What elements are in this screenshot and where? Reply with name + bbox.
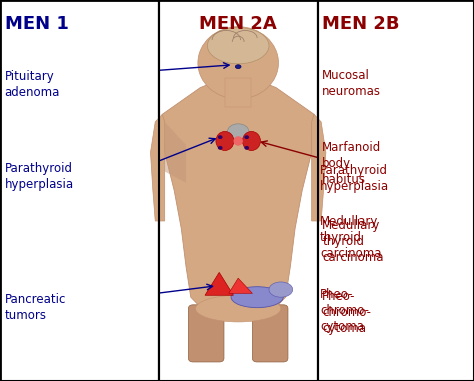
Text: Pheo-
chromo-
cytoma: Pheo- chromo- cytoma [322, 290, 371, 335]
Ellipse shape [231, 287, 283, 308]
Text: Pituitary
adenoma: Pituitary adenoma [5, 70, 60, 99]
Polygon shape [162, 78, 314, 314]
Polygon shape [229, 278, 252, 293]
Text: Mucosal
neuromas: Mucosal neuromas [322, 69, 381, 98]
Ellipse shape [228, 124, 249, 139]
Ellipse shape [233, 136, 243, 146]
Ellipse shape [208, 27, 269, 64]
Text: MEN 2A: MEN 2A [199, 15, 277, 33]
Bar [0, 0, 159, 381]
FancyBboxPatch shape [189, 305, 224, 362]
FancyBboxPatch shape [252, 305, 288, 362]
Text: Marfanoid
body
habitus: Marfanoid body habitus [322, 141, 382, 186]
Bar [159, 0, 318, 381]
Polygon shape [165, 122, 186, 183]
Ellipse shape [245, 146, 249, 150]
Ellipse shape [198, 27, 279, 99]
Ellipse shape [245, 135, 249, 139]
Text: Medullary
thyroid
carcinoma: Medullary thyroid carcinoma [322, 219, 384, 264]
Text: MEN 2B: MEN 2B [322, 15, 400, 33]
Ellipse shape [236, 65, 241, 69]
FancyBboxPatch shape [225, 78, 252, 107]
Ellipse shape [218, 146, 223, 150]
Polygon shape [151, 114, 165, 221]
Ellipse shape [269, 282, 293, 297]
Text: Pheo-
chromo-
cytoma: Pheo- chromo- cytoma [320, 288, 369, 333]
Text: Pancreatic
tumors: Pancreatic tumors [5, 293, 66, 322]
Polygon shape [205, 272, 233, 295]
Ellipse shape [218, 135, 223, 139]
Ellipse shape [196, 295, 281, 322]
Ellipse shape [216, 131, 234, 150]
Polygon shape [312, 114, 326, 221]
Bar [318, 0, 474, 381]
Text: Parathyroid
hyperplasia: Parathyroid hyperplasia [320, 164, 389, 193]
Text: MEN 1: MEN 1 [5, 15, 69, 33]
Ellipse shape [243, 131, 261, 150]
Text: Medullary
thyroid
carcinoma: Medullary thyroid carcinoma [320, 215, 382, 260]
Text: Parathyroid
hyperplasia: Parathyroid hyperplasia [5, 162, 74, 191]
